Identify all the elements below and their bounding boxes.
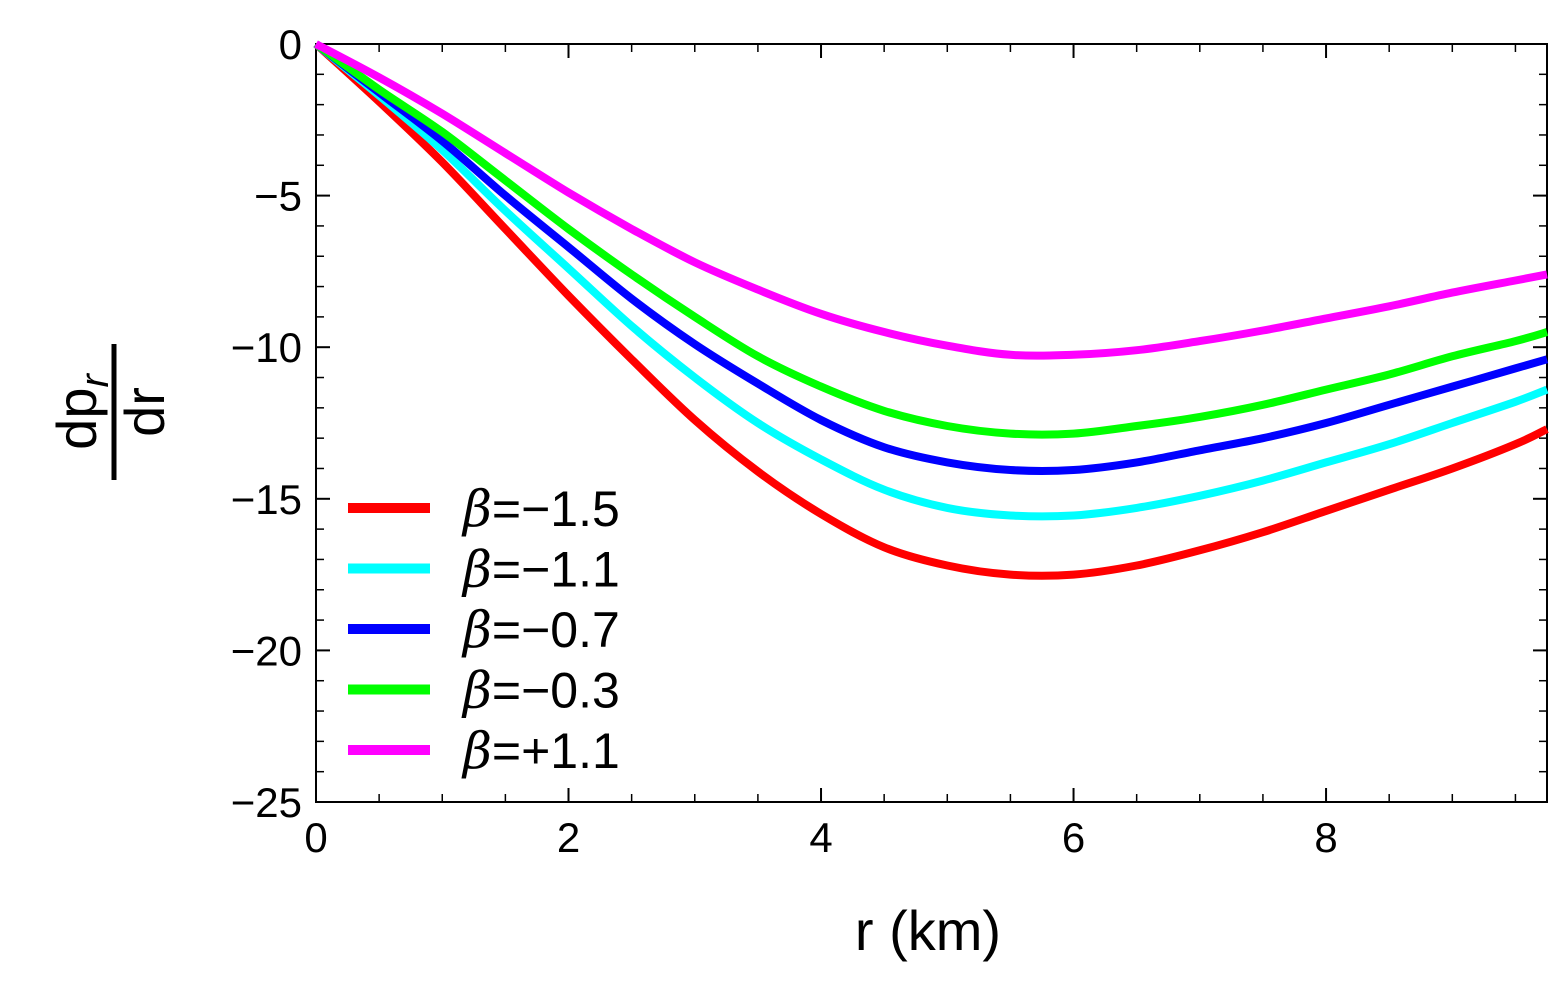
legend-label: β=+1.1 [461, 722, 620, 780]
legend-label-symbol: β [461, 480, 492, 538]
series-line-1 [313, 40, 1549, 521]
legend-label: β=−0.3 [461, 662, 620, 720]
legend-label-symbol: β [461, 722, 492, 780]
legend-item-0: β=−1.5 [348, 480, 620, 538]
x-tick-label: 2 [557, 814, 580, 861]
legend-label-symbol: β [461, 541, 492, 599]
y-tick-label: −15 [231, 476, 302, 523]
series-line-0 [313, 41, 1549, 580]
legend-label-value: =−0.7 [492, 602, 620, 658]
x-tick-label: 8 [1314, 814, 1337, 861]
legend-item-4: β=+1.1 [348, 722, 620, 780]
series-lines [313, 40, 1549, 580]
legend-label: β=−1.5 [461, 480, 620, 538]
legend: β=−1.5β=−1.1β=−0.7β=−0.3β=+1.1 [348, 480, 620, 780]
y-axis-label-numerator: dpr [45, 373, 117, 450]
legend-label-value: =+1.1 [492, 723, 620, 779]
y-tick-label: −10 [231, 324, 302, 371]
legend-label-value: =−1.5 [492, 481, 620, 537]
legend-label-symbol: β [461, 601, 492, 659]
x-tick-labels: 0 2 4 6 8 [304, 814, 1337, 861]
y-axis-label-denominator: dr [113, 387, 176, 437]
legend-item-1: β=−1.1 [348, 541, 620, 599]
series-line-2 [313, 40, 1549, 475]
y-tick-label: 0 [279, 21, 302, 68]
x-tick-label: 0 [304, 814, 327, 861]
legend-item-3: β=−0.3 [348, 662, 620, 720]
legend-label: β=−0.7 [461, 601, 620, 659]
x-tick-label: 6 [1062, 814, 1085, 861]
legend-label: β=−1.1 [461, 541, 620, 599]
y-axis-label: dpr dr [45, 344, 176, 480]
y-tick-label: −20 [231, 627, 302, 674]
y-tick-label: −25 [231, 779, 302, 826]
legend-label-value: =−1.1 [492, 542, 620, 598]
series-line-3 [313, 40, 1549, 439]
plot-border [315, 43, 1548, 803]
legend-label-symbol: β [461, 662, 492, 720]
y-tick-labels: 0 −5 −10 −15 −20 −25 [231, 21, 302, 826]
legend-item-2: β=−0.7 [348, 601, 620, 659]
x-tick-label: 4 [809, 814, 832, 861]
x-axis-label: r (km) [855, 899, 1001, 962]
series-line-4 [314, 40, 1548, 360]
plot-frame [315, 43, 1548, 803]
legend-label-value: =−0.3 [492, 663, 620, 719]
y-tick-label: −5 [254, 173, 302, 220]
minor-ticks [316, 44, 1547, 802]
